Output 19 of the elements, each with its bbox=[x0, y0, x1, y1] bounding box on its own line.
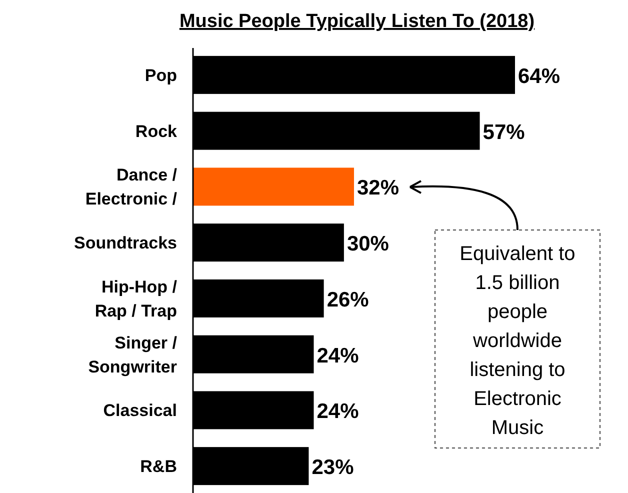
data-label: 30% bbox=[346, 232, 390, 256]
bar bbox=[193, 168, 354, 206]
y-tick-label: Dance / Electronic / bbox=[85, 166, 178, 209]
y-tick-label: Singer / Songwriter bbox=[88, 333, 178, 376]
data-label: 64% bbox=[518, 64, 560, 88]
chart-title: Music People Typically Listen To (2018) bbox=[179, 11, 535, 32]
y-tick-label: Classical bbox=[103, 401, 177, 420]
data-label: 24% bbox=[316, 344, 360, 368]
y-tick-label: Hip-Hop / Rap / Trap bbox=[94, 277, 178, 320]
data-label: 24% bbox=[316, 400, 360, 424]
data-label: 32% bbox=[357, 176, 400, 200]
data-label: 23% bbox=[312, 456, 354, 480]
annotation: Equivalent to 1.5 billion people worldwide listening to Electronic Music bbox=[460, 243, 576, 439]
y-tick-label: Pop bbox=[144, 66, 177, 85]
y-tick-label: Rock bbox=[135, 122, 178, 141]
y-tick-label: R&B bbox=[140, 457, 177, 476]
data-label: 26% bbox=[326, 288, 370, 312]
y-tick-label: Soundtracks bbox=[74, 234, 177, 253]
data-label: 57% bbox=[482, 120, 526, 144]
